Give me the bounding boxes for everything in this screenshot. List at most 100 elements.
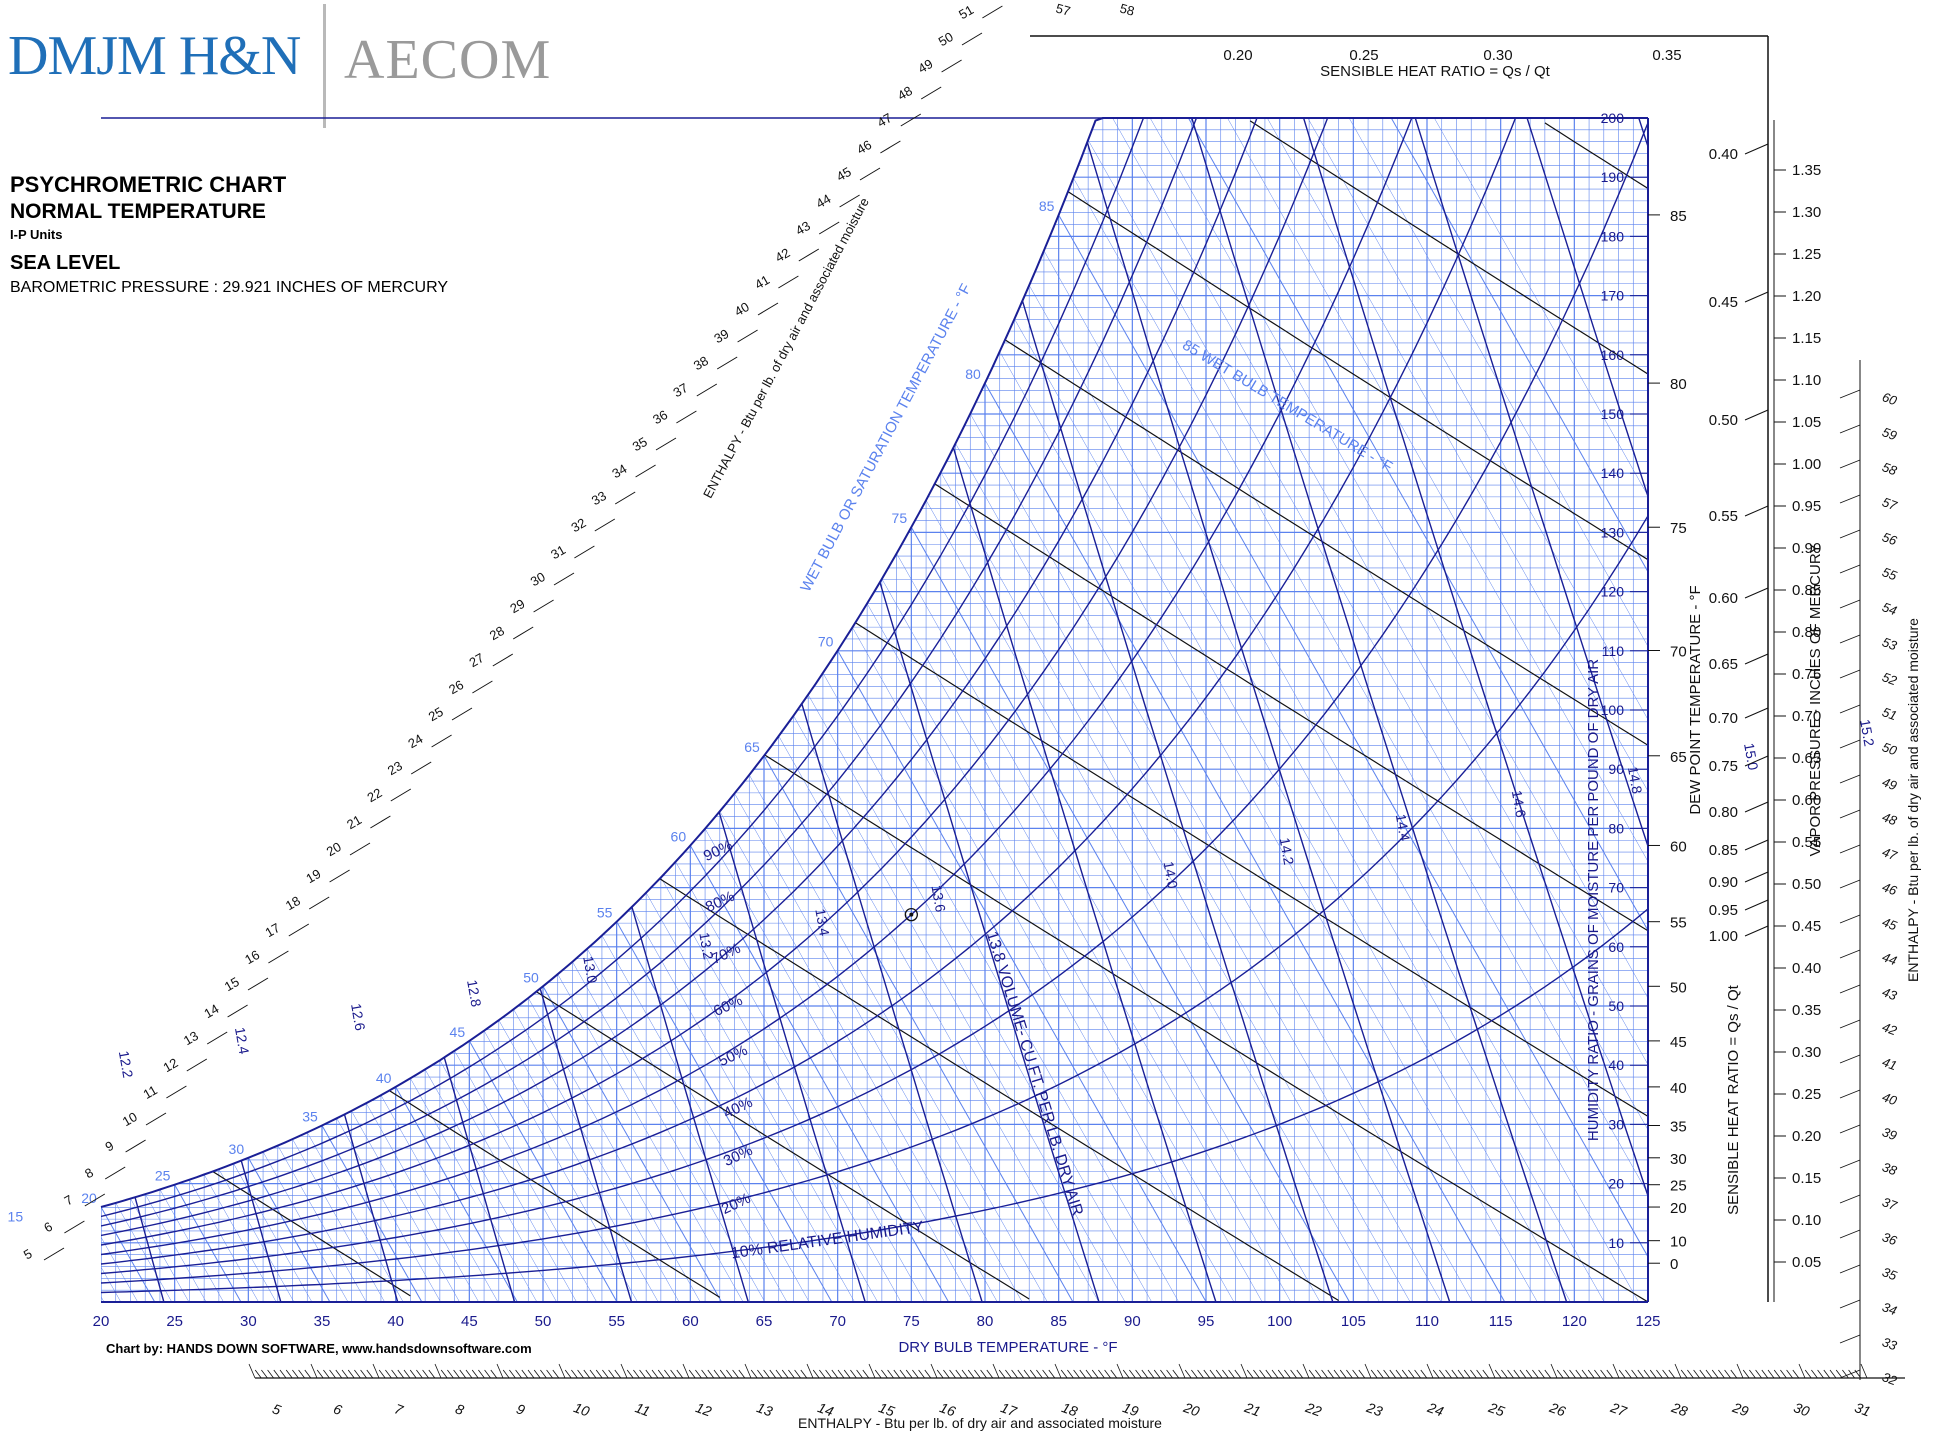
wet-bulb-line bbox=[1205, 118, 1648, 1302]
enthalpy-left-tick-label: 34 bbox=[609, 461, 629, 481]
enthalpy-bottom-tick bbox=[744, 1363, 752, 1379]
shr-right-tick-label: 0.80 bbox=[1709, 804, 1738, 821]
enthalpy-left-tick bbox=[757, 302, 779, 316]
enthalpy-right-tick bbox=[1839, 634, 1861, 644]
dry-bulb-tick: 40 bbox=[387, 1313, 404, 1330]
enthalpy-right-tick-label: 49 bbox=[1880, 774, 1899, 793]
vapor-pressure-tick-label: 0.05 bbox=[1792, 1254, 1821, 1271]
enthalpy-bottom-tick bbox=[1277, 1369, 1285, 1379]
grains-tick-label: 200 bbox=[1601, 110, 1625, 126]
enthalpy-bottom-tick bbox=[1395, 1369, 1403, 1379]
enthalpy-left-tick bbox=[920, 86, 942, 100]
enthalpy-bottom-tick bbox=[1246, 1369, 1254, 1379]
enthalpy-bottom-tick-label: 16 bbox=[938, 1399, 958, 1419]
enthalpy-left-tick bbox=[308, 896, 330, 910]
enthalpy-bottom-tick bbox=[670, 1369, 677, 1379]
enthalpy-right-tick bbox=[1839, 669, 1861, 679]
grains-tick-label: 130 bbox=[1601, 524, 1625, 540]
wet-bulb-line bbox=[203, 1174, 277, 1302]
enthalpy-line bbox=[1544, 122, 1648, 190]
enthalpy-bottom-tick bbox=[471, 1369, 479, 1379]
shr-right-tick-label: 0.40 bbox=[1709, 146, 1738, 163]
enthalpy-bottom-tick bbox=[323, 1369, 330, 1379]
enthalpy-bottom-tick bbox=[1240, 1363, 1248, 1379]
enthalpy-bottom-tick bbox=[1643, 1369, 1651, 1379]
dry-bulb-tick: 120 bbox=[1562, 1313, 1587, 1330]
pressure-label: BAROMETRIC PRESSURE : 29.921 INCHES OF M… bbox=[10, 279, 449, 296]
wet-bulb-tick: 30 bbox=[229, 1141, 245, 1157]
enthalpy-bottom-tick bbox=[1656, 1369, 1663, 1379]
enthalpy-right-tick bbox=[1839, 494, 1861, 504]
enthalpy-bottom-tick bbox=[1184, 1369, 1192, 1379]
wet-bulb-line bbox=[365, 1103, 479, 1302]
enthalpy-right-tick bbox=[1839, 984, 1861, 994]
enthalpy-bottom-tick-label: 15 bbox=[877, 1399, 897, 1419]
dew-point-tick-label: 30 bbox=[1670, 1151, 1687, 1168]
wet-bulb-tick: 75 bbox=[892, 510, 908, 526]
enthalpy-bottom-tick bbox=[1718, 1369, 1725, 1379]
dew-point-tick-label: 50 bbox=[1670, 979, 1687, 996]
enthalpy-bottom-tick bbox=[1166, 1369, 1173, 1379]
enthalpy-bottom-tick bbox=[1631, 1369, 1638, 1379]
enthalpy-right-tick-label: 37 bbox=[1880, 1194, 1899, 1213]
enthalpy-bottom-tick bbox=[620, 1363, 628, 1379]
enthalpy-right-tick-label: 50 bbox=[1880, 739, 1899, 758]
vapor-pressure-tick-label: 1.00 bbox=[1792, 456, 1821, 473]
wet-bulb-line bbox=[498, 1020, 659, 1302]
enthalpy-bottom-tick bbox=[1104, 1369, 1111, 1379]
enthalpy-bottom-tick bbox=[639, 1369, 646, 1379]
enthalpy-bottom-tick bbox=[1780, 1369, 1787, 1379]
wet-bulb-tick: 60 bbox=[671, 828, 687, 844]
dew-point-tick-label: 75 bbox=[1670, 520, 1687, 537]
enthalpy-bottom-tick bbox=[1761, 1369, 1769, 1379]
enthalpy-bottom-tick-label: 5 bbox=[270, 1400, 283, 1418]
enthalpy-bottom-tick bbox=[1129, 1369, 1136, 1379]
enthalpy-bottom-tick bbox=[1116, 1363, 1124, 1379]
shr-right-tick bbox=[1744, 925, 1769, 937]
enthalpy-left-tick-label: 30 bbox=[528, 569, 548, 589]
enthalpy-bottom-tick bbox=[695, 1369, 702, 1379]
enthalpy-bottom-tick bbox=[1600, 1369, 1607, 1379]
enthalpy-bottom-tick bbox=[1848, 1369, 1855, 1379]
wet-bulb-line bbox=[660, 877, 902, 1302]
volume-tick: 14.4 bbox=[1393, 813, 1414, 843]
enthalpy-bottom-tick-label: 14 bbox=[816, 1399, 836, 1419]
enthalpy-left-tick bbox=[84, 1193, 106, 1207]
enthalpy-bottom-tick bbox=[1618, 1369, 1626, 1379]
wet-bulb-line bbox=[144, 1194, 207, 1302]
enthalpy-left-tick bbox=[329, 869, 350, 883]
enthalpy-left-tick bbox=[655, 437, 677, 451]
enthalpy-bottom-tick-label: 8 bbox=[453, 1400, 466, 1418]
wet-bulb-tick: 20 bbox=[81, 1190, 97, 1206]
dew-point-tick-label: 60 bbox=[1670, 838, 1687, 855]
enthalpy-bottom-tick bbox=[986, 1369, 994, 1379]
enthalpy-right-tick-label: 55 bbox=[1880, 564, 1899, 583]
enthalpy-bottom-tick bbox=[1209, 1369, 1217, 1379]
enthalpy-right-tick-label: 46 bbox=[1880, 879, 1899, 898]
enthalpy-bottom-tick bbox=[1488, 1363, 1496, 1379]
enthalpy-bottom-tick bbox=[484, 1369, 491, 1379]
enthalpy-bottom-tick bbox=[1042, 1369, 1049, 1379]
enthalpy-bottom-tick-label: 6 bbox=[331, 1400, 344, 1418]
dew-point-tick-label: 0 bbox=[1670, 1256, 1678, 1273]
volume-line bbox=[1079, 118, 1451, 1302]
enthalpy-right-tick bbox=[1839, 1299, 1861, 1309]
enthalpy-bottom-tick bbox=[837, 1369, 845, 1379]
enthalpy-bottom-tick bbox=[794, 1369, 801, 1379]
enthalpy-bottom-tick bbox=[1302, 1363, 1310, 1379]
enthalpy-bottom-tick bbox=[1538, 1369, 1545, 1379]
enthalpy-right-tick-label: 39 bbox=[1880, 1124, 1899, 1143]
enthalpy-right-tick-label: 33 bbox=[1880, 1334, 1899, 1353]
wet-bulb-line bbox=[380, 1095, 499, 1302]
enthalpy-bottom-tick bbox=[1842, 1369, 1849, 1379]
enthalpy-bottom-tick-label: 22 bbox=[1303, 1399, 1324, 1420]
enthalpy-right-tick bbox=[1839, 1124, 1861, 1134]
enthalpy-bottom-tick bbox=[763, 1369, 770, 1379]
enthalpy-bottom-tick bbox=[974, 1369, 981, 1379]
wet-bulb-line bbox=[586, 948, 788, 1302]
enthalpy-bottom-tick bbox=[347, 1369, 355, 1379]
enthalpy-left-tick-label: 11 bbox=[141, 1082, 160, 1102]
shr-right-tick-label: 0.50 bbox=[1709, 412, 1738, 429]
enthalpy-bottom-tick-label: 17 bbox=[999, 1399, 1020, 1420]
enthalpy-left-tick-label: 21 bbox=[344, 812, 364, 832]
